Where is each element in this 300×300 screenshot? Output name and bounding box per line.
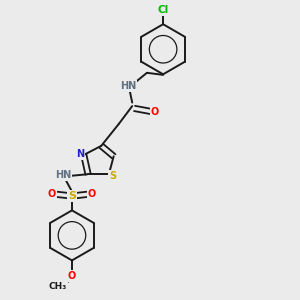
Text: CH₃: CH₃ [49, 281, 67, 290]
Text: O: O [48, 189, 56, 199]
Text: HN: HN [55, 170, 71, 180]
Text: Cl: Cl [158, 5, 169, 15]
Text: O: O [151, 107, 159, 117]
Text: S: S [109, 171, 116, 181]
Text: O: O [88, 189, 96, 199]
Text: O: O [68, 271, 76, 281]
Text: S: S [68, 190, 76, 201]
Text: HN: HN [120, 81, 136, 91]
Text: N: N [76, 149, 84, 159]
